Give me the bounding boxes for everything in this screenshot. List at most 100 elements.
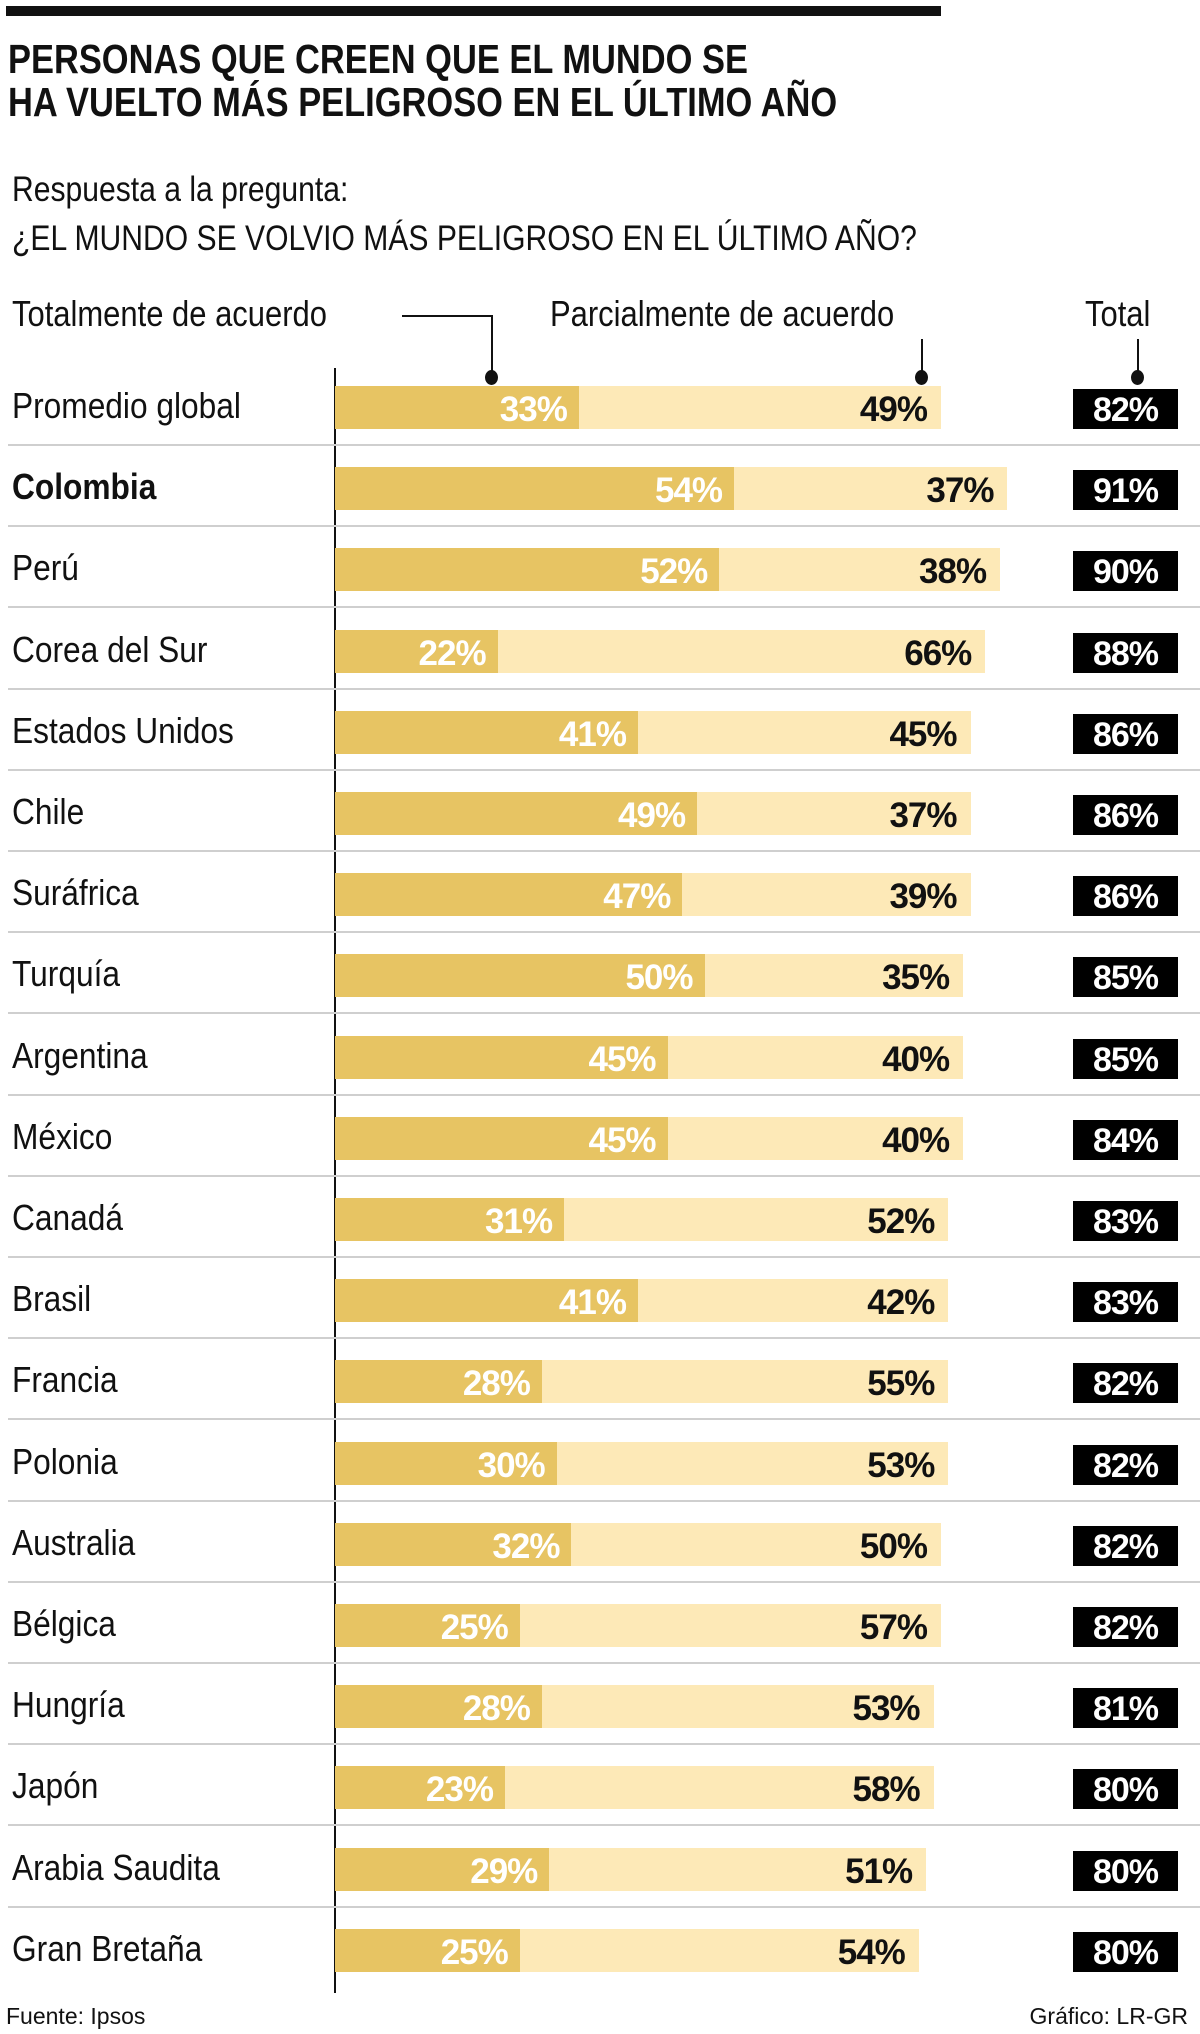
bar-parcialmente: [504, 1766, 934, 1810]
total-badge: 88%: [1073, 632, 1178, 673]
question: ¿EL MUNDO SE VOLVIO MÁS PELIGROSO EN EL …: [12, 219, 917, 258]
bar-totalmente: [335, 1847, 550, 1891]
country-label: Chile: [12, 791, 85, 832]
total-badge: 80%: [1073, 1850, 1178, 1891]
country-label: Promedio global: [12, 385, 241, 426]
value-label-parcialmente: 53%: [867, 1445, 935, 1485]
bar-totalmente: [335, 1198, 565, 1241]
value-label-totalmente: 32%: [492, 1526, 560, 1566]
value-label-parcialmente: 37%: [926, 471, 994, 511]
row-separator: [8, 1174, 1200, 1177]
bar-parcialmente: [667, 1035, 964, 1079]
row-separator: [8, 606, 1200, 609]
total-badge: 81%: [1073, 1688, 1178, 1729]
value-label-parcialmente: 38%: [919, 552, 987, 592]
row-separator: [8, 444, 1200, 446]
bar-totalmente: [335, 710, 638, 754]
bar-totalmente: [335, 386, 579, 429]
subtitle: Respuesta a la pregunta:: [12, 170, 349, 209]
country-label: Corea del Sur: [12, 628, 208, 670]
country-label: Japón: [12, 1765, 99, 1807]
row-separator: [8, 1418, 1200, 1421]
value-label-parcialmente: 58%: [852, 1770, 921, 1810]
bar-parcialmente: [564, 1198, 949, 1241]
value-label-parcialmente: 35%: [882, 958, 950, 998]
value-label-parcialmente: 39%: [889, 877, 957, 917]
bar-totalmente: [335, 1116, 668, 1160]
row-separator: [8, 768, 1200, 771]
legend-total: Total: [1085, 293, 1151, 334]
total-badge: 82%: [1073, 1607, 1178, 1647]
value-label-parcialmente: 55%: [867, 1364, 935, 1404]
value-label-totalmente: 29%: [470, 1851, 538, 1891]
bar-parcialmente: [578, 386, 941, 429]
bar-totalmente: [335, 954, 705, 998]
bar-totalmente: [335, 792, 698, 835]
country-label: México: [12, 1115, 113, 1157]
value-label-totalmente: 31%: [485, 1202, 553, 1241]
country-label: Estados Unidos: [12, 709, 234, 751]
value-label-parcialmente: 54%: [837, 1932, 906, 1972]
value-label-parcialmente: 37%: [889, 796, 957, 835]
row-separator: [8, 525, 1200, 528]
country-label: Argentina: [12, 1034, 148, 1076]
bar-totalmente: [335, 1685, 542, 1729]
bar-parcialmente: [704, 954, 964, 998]
total-badge: 80%: [1073, 1931, 1178, 1972]
country-label: Brasil: [12, 1278, 92, 1320]
value-label-parcialmente: 40%: [882, 1120, 950, 1160]
bar-parcialmente: [637, 710, 971, 754]
leader-dot: [1131, 370, 1144, 385]
value-label-totalmente: 47%: [603, 877, 671, 917]
bar-parcialmente: [637, 1279, 949, 1323]
country-label: Turquía: [12, 953, 121, 995]
bar-parcialmente: [541, 1685, 934, 1729]
bar-parcialmente: [541, 1360, 949, 1404]
row-separator: [8, 1499, 1200, 1502]
value-label-totalmente: 49%: [618, 796, 686, 835]
total-badge: 80%: [1073, 1769, 1178, 1810]
bar-totalmente: [335, 1279, 638, 1323]
row-separator: [8, 850, 1200, 852]
total-badge: 82%: [1073, 1444, 1178, 1485]
total-badge: 86%: [1073, 795, 1178, 835]
row-separator: [8, 1093, 1200, 1096]
bar-parcialmente: [697, 792, 971, 835]
total-badge: 83%: [1073, 1201, 1178, 1241]
country-label: Colombia: [12, 466, 157, 508]
bar-parcialmente: [519, 1604, 941, 1647]
total-badge: 85%: [1073, 957, 1178, 998]
country-label: Australia: [12, 1521, 136, 1563]
country-label: Perú: [12, 547, 79, 589]
leader-dot: [485, 370, 498, 385]
value-label-totalmente: 52%: [640, 552, 708, 592]
value-label-totalmente: 33%: [499, 390, 568, 429]
value-label-parcialmente: 57%: [859, 1608, 928, 1647]
total-badge: 83%: [1073, 1282, 1178, 1323]
value-label-totalmente: 25%: [440, 1932, 509, 1972]
country-label: Gran Bretaña: [12, 1927, 203, 1969]
legend-totalmente: Totalmente de acuerdo: [12, 293, 327, 334]
value-label-totalmente: 23%: [425, 1770, 494, 1810]
bar-totalmente: [335, 1035, 668, 1079]
value-label-parcialmente: 66%: [904, 633, 972, 673]
bar-parcialmente: [667, 1116, 964, 1160]
credit-note: Gráfico: LR-GR: [1029, 2003, 1188, 2029]
country-label: Bélgica: [12, 1603, 116, 1644]
chart-title-line-1: PERSONAS QUE CREEN QUE EL MUNDO SE: [8, 36, 748, 82]
total-badge: 91%: [1073, 470, 1178, 511]
country-label: Suráfrica: [12, 872, 139, 914]
row-separator: [8, 1012, 1200, 1015]
row-separator: [8, 1580, 1200, 1583]
row-separator: [8, 1824, 1200, 1827]
bar-totalmente: [335, 629, 498, 673]
legend-parcialmente: Parcialmente de acuerdo: [550, 293, 895, 334]
leader-line: [921, 339, 923, 377]
row-separator: [8, 1662, 1200, 1664]
leader-line: [491, 315, 493, 377]
bar-parcialmente: [719, 548, 1001, 592]
bar-totalmente: [335, 1928, 520, 1972]
row-separator: [8, 1337, 1200, 1340]
row-separator: [8, 1256, 1200, 1258]
value-label-totalmente: 45%: [588, 1039, 656, 1079]
